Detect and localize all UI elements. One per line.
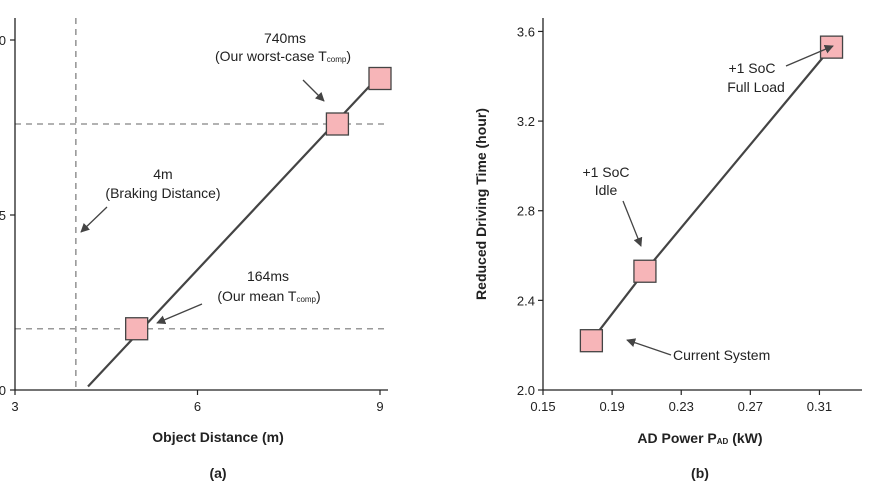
panel-b-chart: 0.15 0.19 0.23 0.27 0.31 2.0 2.4 2.8 3.2 3.6 +1 S… — [473, 18, 862, 481]
annotation-full-load-line1: +1 SoC — [728, 60, 775, 76]
panel-b-x-tick-label: 0.23 — [669, 399, 694, 414]
annotation-4m-value: 4m — [153, 166, 172, 182]
panel-a-y-tick-label: 0 — [0, 383, 6, 398]
annotation-full-load-line2: Full Load — [727, 79, 785, 95]
panel-a-data-point — [368, 66, 392, 91]
annotation-idle-line2: Idle — [595, 182, 618, 198]
panel-b-data-point — [579, 329, 604, 353]
panel-b-x-axis-label: AD Power PAD (kW) — [637, 430, 762, 446]
annotation-current-system: Current System — [673, 347, 770, 363]
arrow-740ms — [302, 79, 325, 102]
arrow-idle — [622, 200, 643, 247]
panel-b-x-tick-label: 0.15 — [530, 399, 555, 414]
panel-a-x-tick-label: 6 — [194, 399, 201, 414]
panel-b-y-tick-label: 3.2 — [517, 114, 535, 129]
panel-a-x-tick-label: 3 — [11, 399, 18, 414]
annotation-740ms-desc: (Our worst-case Tcomp) — [215, 48, 351, 64]
annotation-164ms-value: 164ms — [247, 268, 289, 284]
panel-a-data-point — [325, 112, 350, 136]
annotation-164ms-desc: (Our mean Tcomp) — [217, 288, 320, 304]
panel-b-x-tick-label: 0.19 — [599, 399, 624, 414]
panel-b-y-axis-label: Reduced Driving Time (hour) — [473, 108, 489, 300]
panel-a-y-tick-label: 5 — [0, 208, 6, 223]
panel-a-x-tick-label: 9 — [376, 399, 383, 414]
arrow-current-system — [626, 338, 672, 356]
panel-a-chart: 3 6 9 0 5 0 740ms (Our worst-case Tcomp) 4m (… — [0, 18, 392, 481]
panel-b-y-tick-label: 2.8 — [517, 204, 535, 219]
arrow-full-load — [785, 45, 834, 67]
annotation-4m-desc: (Braking Distance) — [105, 185, 220, 201]
arrow-164ms — [156, 303, 203, 325]
annotation-740ms-value: 740ms — [264, 30, 306, 46]
panel-b-series-line — [590, 46, 833, 342]
panel-a-y-tick-label: 0 — [0, 33, 6, 48]
panel-a-data-point — [125, 317, 149, 341]
panel-b-y-tick-label: 2.4 — [517, 293, 535, 308]
arrow-4m — [80, 206, 108, 233]
panel-b-data-point — [633, 259, 657, 283]
panel-b-x-tick-label: 0.27 — [738, 399, 763, 414]
panel-b-y-tick-label: 3.6 — [517, 24, 535, 39]
panel-b-caption: (b) — [691, 465, 709, 481]
panel-b-x-tick-label: 0.31 — [807, 399, 832, 414]
panel-a-caption: (a) — [209, 465, 226, 481]
panel-b-y-tick-label: 2.0 — [517, 383, 535, 398]
panel-a-x-axis-label: Object Distance (m) — [152, 429, 283, 445]
annotation-idle-line1: +1 SoC — [582, 164, 629, 180]
